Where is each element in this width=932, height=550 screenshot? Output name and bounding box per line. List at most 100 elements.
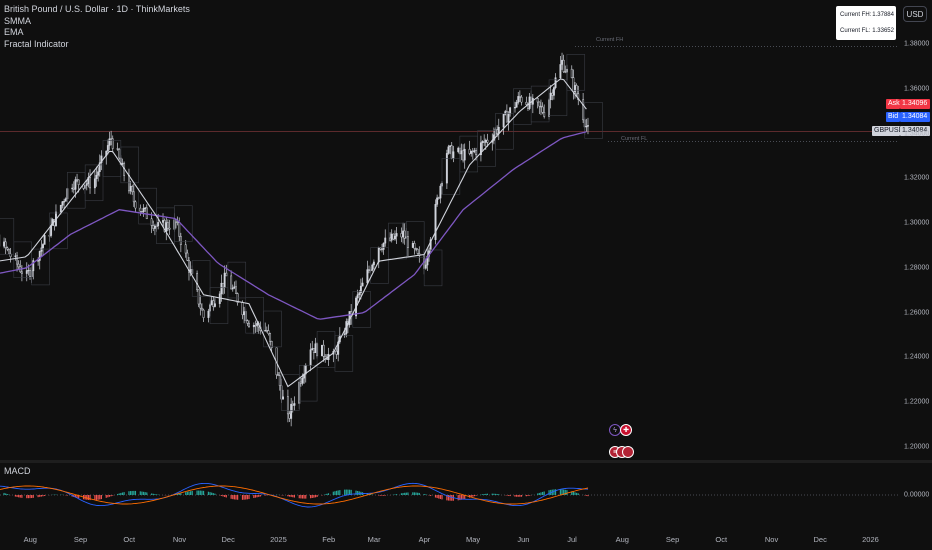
macd-histogram-bar	[123, 492, 125, 495]
candle	[293, 396, 296, 411]
macd-histogram-bar	[134, 490, 137, 495]
macd-histogram-bar	[146, 492, 148, 495]
fractal-box	[352, 291, 371, 328]
macd-histogram-bar	[94, 495, 96, 501]
chart-title[interactable]: British Pound / U.S. Dollar · 1D · Think…	[4, 4, 190, 14]
macd-histogram-bar	[300, 495, 302, 499]
macd-histogram-bar	[178, 493, 180, 495]
macd-histogram-bar	[311, 495, 313, 499]
candle	[184, 240, 187, 258]
uk-flag-icon[interactable]: ✚	[620, 424, 632, 436]
macd-histogram-bar	[519, 495, 521, 497]
candle	[416, 248, 419, 255]
candle	[531, 94, 534, 114]
candle	[406, 231, 409, 257]
candle	[411, 240, 414, 249]
macd-histogram-bar	[464, 495, 466, 499]
macd-histogram-bar	[112, 495, 114, 496]
fractal-box	[0, 218, 15, 255]
macd-histogram-bar	[207, 491, 210, 495]
candle	[20, 264, 23, 282]
time-tick-label: Apr	[418, 535, 431, 544]
macd-histogram-bar	[496, 493, 498, 495]
indicator-fractal[interactable]: Fractal Indicator	[4, 38, 69, 49]
candle	[212, 296, 215, 311]
price-tick-label: 1.28000	[904, 264, 930, 272]
price-chart-canvas[interactable]	[0, 0, 898, 460]
macd-histogram-bar	[423, 493, 425, 495]
us-flag-icon[interactable]	[622, 446, 634, 458]
candle	[153, 224, 156, 236]
candle	[32, 258, 35, 280]
macd-histogram-bar	[394, 494, 396, 495]
macd-histogram-bar	[199, 490, 201, 495]
macd-histogram-bar	[430, 495, 432, 496]
candle	[392, 233, 395, 241]
macd-histogram-bar	[538, 492, 540, 495]
macd-histogram-bar	[541, 491, 544, 495]
candle	[197, 289, 200, 308]
macd-histogram-bar	[211, 492, 213, 495]
candle	[332, 348, 335, 363]
indicator-smma[interactable]: SMMA	[4, 15, 31, 26]
fractal-box	[495, 113, 514, 150]
current-fh-tag: Current FH	[596, 37, 624, 43]
macd-histogram-bar	[303, 495, 305, 499]
fractal-box	[138, 187, 157, 225]
candle	[282, 389, 284, 400]
candle	[9, 247, 12, 263]
macd-histogram-bar	[97, 495, 99, 500]
candle	[269, 332, 272, 346]
candle	[402, 222, 405, 244]
candle	[321, 344, 323, 357]
macd-histogram-bar	[177, 493, 179, 495]
macd-histogram-bar	[301, 495, 304, 499]
macd-histogram-bar	[473, 495, 476, 497]
currency-button[interactable]: USD	[903, 6, 927, 22]
pane-separator[interactable]	[0, 460, 932, 463]
candle	[40, 240, 43, 257]
macd-histogram-bar	[485, 493, 487, 495]
macd-histogram-bar	[288, 495, 291, 497]
macd-pane[interactable]	[0, 463, 898, 531]
indicator-macd[interactable]: MACD	[4, 466, 31, 476]
macd-histogram-bar	[507, 495, 510, 496]
fractal-box	[388, 222, 407, 260]
ema-line	[0, 78, 587, 388]
candle	[64, 197, 67, 202]
macd-histogram-bar	[141, 491, 143, 495]
candle	[311, 340, 314, 351]
fractal-box	[298, 364, 318, 402]
price-chart-pane[interactable]	[0, 0, 898, 460]
indicator-ema[interactable]: EMA	[4, 27, 24, 37]
macd-histogram-bar	[548, 490, 550, 495]
macd-histogram-bar	[434, 495, 437, 498]
candle	[312, 348, 315, 360]
macd-histogram-bar	[528, 495, 531, 496]
macd-histogram-bar	[180, 493, 182, 495]
candle	[139, 204, 142, 216]
price-tick-label: 1.20000	[904, 443, 930, 451]
candle	[134, 200, 137, 213]
macd-canvas[interactable]	[0, 463, 898, 531]
candle	[157, 213, 160, 230]
macd-histogram-bar	[188, 491, 190, 495]
macd-histogram-bar	[108, 495, 111, 497]
macd-histogram-bar	[563, 489, 565, 495]
fractal-box	[584, 102, 603, 139]
macd-histogram-bar	[16, 495, 18, 497]
candle	[483, 134, 486, 147]
candle	[199, 295, 202, 316]
candle	[254, 320, 257, 334]
candle	[95, 166, 98, 187]
candle	[179, 232, 182, 253]
macd-histogram-bar	[120, 492, 122, 495]
candle	[492, 127, 495, 145]
candle	[150, 212, 153, 234]
candle	[98, 154, 101, 177]
candle	[246, 319, 249, 327]
candle	[106, 139, 109, 155]
fractal-box	[334, 335, 354, 372]
candle	[426, 248, 429, 272]
macd-histogram-bar	[447, 495, 450, 501]
